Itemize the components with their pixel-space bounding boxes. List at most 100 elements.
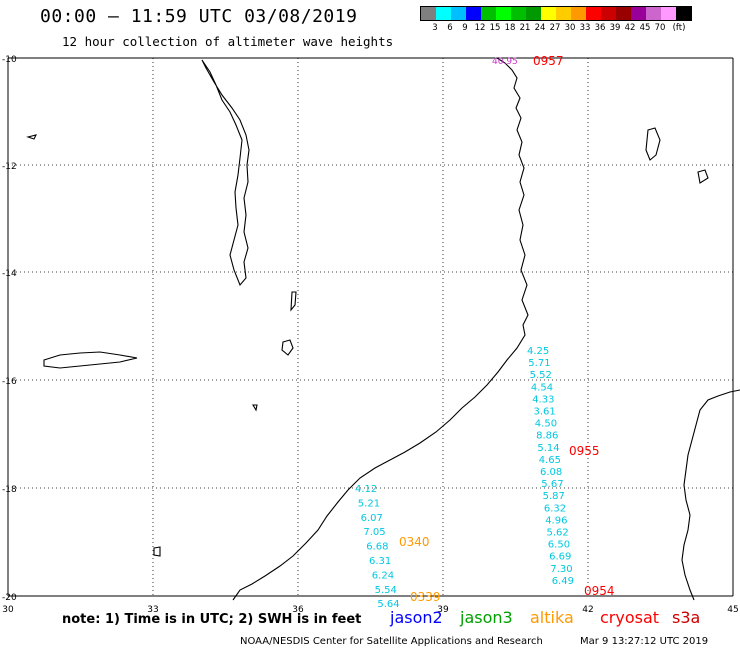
swh-value-east-track: 4.25 <box>527 346 549 357</box>
swh-value-west-track: 7.05 <box>363 527 385 538</box>
latitude-label: -20 <box>2 593 17 603</box>
color-scale-label: 18 <box>504 23 516 33</box>
color-scale-label: 30 <box>564 23 576 33</box>
color-swatch <box>451 7 466 20</box>
color-scale-label: 9 <box>462 23 468 33</box>
color-swatch <box>646 7 661 20</box>
color-swatch <box>616 7 631 20</box>
map-title: 00:00 – 11:59 UTC 03/08/2019 <box>40 6 358 27</box>
swh-value-east-track: 4.65 <box>539 455 561 466</box>
color-swatch <box>571 7 586 20</box>
satellite-legend-s3a: s3a <box>672 608 701 627</box>
swh-value-east-track: 6.69 <box>549 552 571 563</box>
color-scale-legend: 3 6 9 12 15 18 21 24 27 30 33 36 39 42 45 70 (ft) <box>420 6 692 35</box>
generated-timestamp: Mar 9 13:27:12 UTC 2019 <box>580 636 709 647</box>
comoros-island-2 <box>697 169 709 184</box>
comoros-island-1 <box>645 127 661 161</box>
color-swatch <box>481 7 496 20</box>
swh-value-west-track: 5.64 <box>377 599 399 610</box>
altimeter-observations: 40.95 4.255.715.524.544.33 3.614.508.865.1… <box>355 54 615 610</box>
color-scale-label: 42 <box>624 23 636 33</box>
longitude-label: 45 <box>727 605 738 615</box>
color-swatch <box>556 7 571 20</box>
color-swatch <box>466 7 481 20</box>
satellite-legend-cryosat: cryosat <box>600 608 660 627</box>
color-scale-labels: 3 6 9 12 15 18 21 24 27 30 33 36 39 42 45 70 (ft) <box>420 21 692 35</box>
swh-value-east-track: 4.96 <box>545 515 567 526</box>
swh-value-west-track: 6.07 <box>361 513 383 524</box>
map-subtitle: 12 hour collection of altimeter wave hei… <box>62 34 394 49</box>
swh-value-east-track: 4.33 <box>532 394 554 405</box>
swh-value-purple: 40.95 <box>492 57 518 67</box>
color-swatch <box>526 7 541 20</box>
color-scale-label: 24 <box>534 23 546 33</box>
color-scale-label: 15 <box>489 23 501 33</box>
swh-value-east-track: 6.49 <box>552 576 574 587</box>
color-scale-swatches <box>420 6 692 21</box>
lake-small-1 <box>281 339 294 356</box>
color-scale-label: 3 <box>432 23 438 33</box>
color-swatch <box>676 7 691 20</box>
lake-small-3 <box>26 134 38 140</box>
pass-time-label: 0954 <box>584 584 615 598</box>
color-swatch <box>661 7 676 20</box>
longitude-label: 39 <box>437 605 449 615</box>
color-scale-label: (ft) <box>672 23 686 33</box>
swh-value-east-track: 6.32 <box>544 503 566 514</box>
color-swatch <box>421 7 436 20</box>
swh-value-east-track: 5.14 <box>537 443 559 454</box>
latitude-label: -12 <box>2 162 17 172</box>
swh-value-west-track: 6.68 <box>366 542 388 553</box>
graticule-grid: -10 -12 -14 -16 -18 -20 30 33 36 39 42 45 <box>2 55 739 615</box>
latitude-label: -14 <box>2 269 17 279</box>
lake-small-2 <box>290 291 297 312</box>
color-swatch <box>511 7 526 20</box>
swh-value-west-track: 5.21 <box>358 498 380 509</box>
swh-value-west-track: 5.54 <box>375 585 397 596</box>
color-swatch <box>496 7 511 20</box>
latitude-label: -16 <box>2 377 17 387</box>
swh-value-east-track: 6.50 <box>548 540 570 551</box>
swh-value-west-track: 6.31 <box>369 556 391 567</box>
island-small-2 <box>252 404 258 412</box>
coastlines <box>26 57 740 601</box>
color-swatch <box>436 7 451 20</box>
swh-value-east-track: 7.30 <box>550 564 572 575</box>
pass-time-label: 0339 <box>410 590 441 604</box>
color-scale-label: 39 <box>609 23 621 33</box>
latitude-label: -18 <box>2 485 17 495</box>
color-scale-label: 33 <box>579 23 591 33</box>
longitude-label: 36 <box>292 605 304 615</box>
coastline-africa-east <box>232 57 529 601</box>
color-scale-label: 70 <box>654 23 666 33</box>
longitude-label: 30 <box>2 605 14 615</box>
pass-time-label: 0955 <box>569 444 600 458</box>
swh-value-east-track: 5.87 <box>543 491 565 502</box>
swh-value-east-track: 5.67 <box>541 479 563 490</box>
footnote: note: 1) Time is in UTC; 2) SWH is in fe… <box>62 612 362 627</box>
latitude-label: -10 <box>2 55 17 65</box>
longitude-label: 42 <box>582 605 593 615</box>
satellite-legend-jason3: jason3 <box>460 608 513 627</box>
color-scale-label: 12 <box>474 23 486 33</box>
color-swatch <box>586 7 601 20</box>
swh-value-east-track: 5.71 <box>528 358 550 369</box>
coastline-madagascar <box>681 389 740 601</box>
color-scale-label: 36 <box>594 23 606 33</box>
lake-malawi <box>201 59 250 287</box>
swh-value-east-track: 4.50 <box>535 419 557 430</box>
color-scale-label: 6 <box>447 23 453 33</box>
satellite-legend-altika: altika <box>530 608 574 627</box>
pass-time-label: 0957 <box>533 54 564 68</box>
island-small-1 <box>153 546 161 557</box>
swh-value-east-track: 3.61 <box>534 407 556 418</box>
credit-text: NOAA/NESDIS Center for Satellite Applica… <box>240 636 543 647</box>
color-scale-label: 45 <box>639 23 651 33</box>
swh-value-west-track: 6.24 <box>372 570 394 581</box>
swh-value-east-track: 4.54 <box>531 382 553 393</box>
lake-west <box>43 351 138 369</box>
pass-time-label: 0340 <box>399 535 430 549</box>
color-swatch <box>601 7 616 20</box>
longitude-label: 33 <box>147 605 158 615</box>
